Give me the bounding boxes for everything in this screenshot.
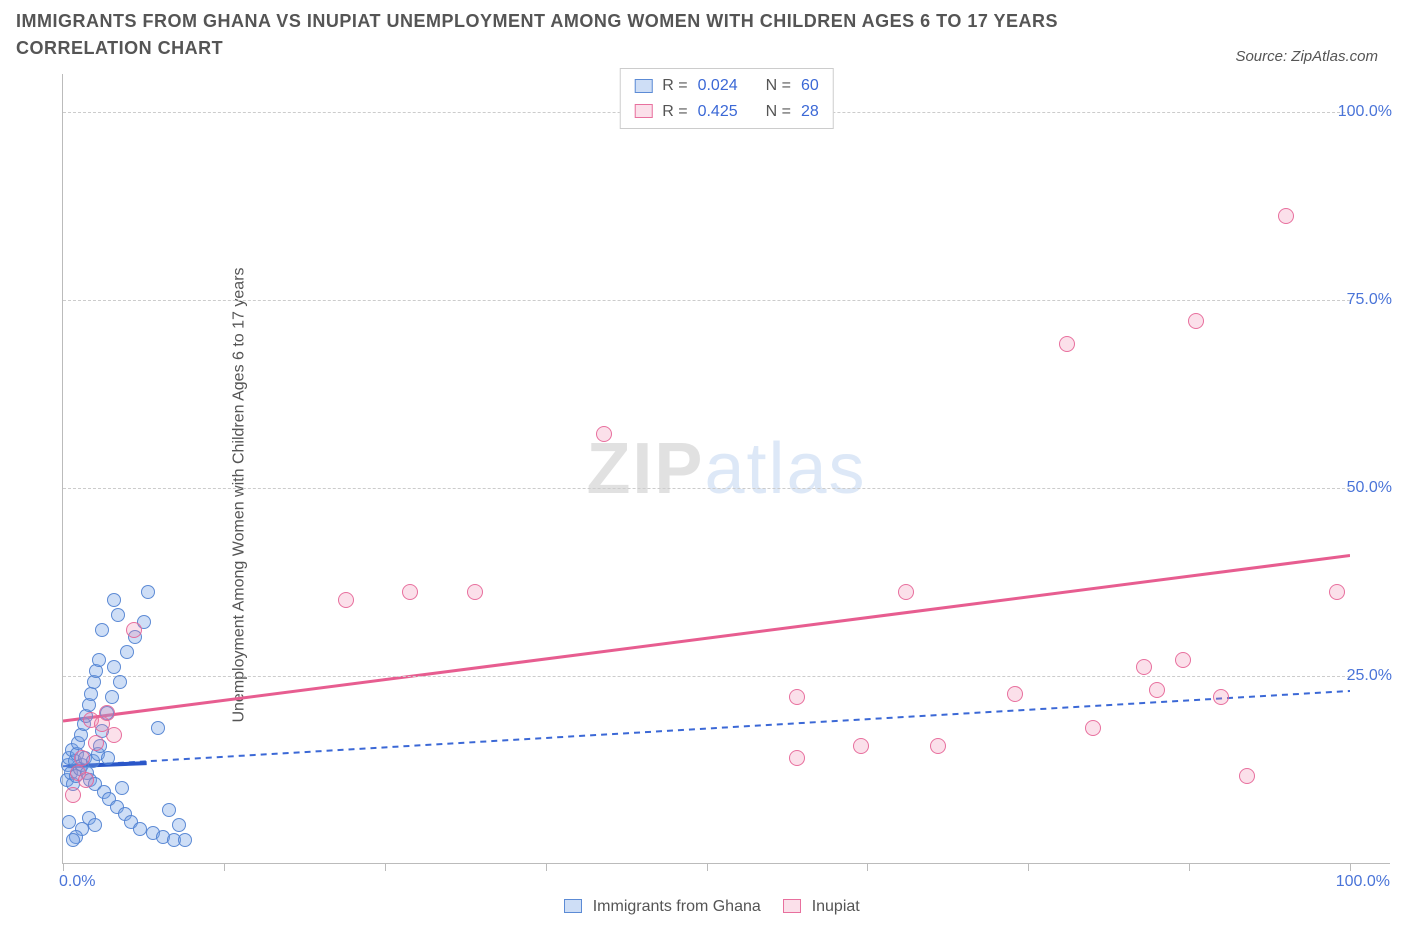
swatch-ghana-icon bbox=[634, 79, 652, 93]
data-point-inupiat bbox=[789, 750, 805, 766]
x-tick-mark bbox=[1350, 863, 1351, 871]
chart-area: Unemployment Among Women with Children A… bbox=[16, 74, 1390, 916]
data-point-ghana bbox=[115, 781, 129, 795]
series-legend: Immigrants from Ghana Inupiat bbox=[16, 898, 1390, 916]
data-point-inupiat bbox=[1278, 208, 1294, 224]
y-tick-label: 75.0% bbox=[1347, 291, 1392, 309]
x-tick-mark bbox=[1028, 863, 1029, 871]
data-point-inupiat bbox=[78, 772, 94, 788]
data-point-inupiat bbox=[106, 727, 122, 743]
x-tick-mark bbox=[385, 863, 386, 871]
gridline bbox=[63, 676, 1350, 677]
data-point-inupiat bbox=[1329, 584, 1345, 600]
data-point-ghana bbox=[120, 645, 134, 659]
data-point-inupiat bbox=[789, 689, 805, 705]
data-point-inupiat bbox=[1213, 689, 1229, 705]
source-credit: Source: ZipAtlas.com bbox=[1235, 48, 1378, 65]
data-point-inupiat bbox=[65, 787, 81, 803]
legend-row-ghana: R = 0.024 N = 60 bbox=[634, 73, 819, 99]
x-tick-mark bbox=[1189, 863, 1190, 871]
stats-legend: R = 0.024 N = 60 R = 0.425 N = 28 bbox=[619, 68, 834, 129]
x-tick-last: 100.0% bbox=[1336, 873, 1390, 891]
data-point-inupiat bbox=[402, 584, 418, 600]
data-point-ghana bbox=[111, 608, 125, 622]
legend-label-inupiat: Inupiat bbox=[812, 898, 860, 915]
r-value-ghana: 0.024 bbox=[698, 73, 738, 99]
x-tick-mark bbox=[546, 863, 547, 871]
data-point-inupiat bbox=[1239, 768, 1255, 784]
data-point-ghana bbox=[101, 751, 115, 765]
data-point-ghana bbox=[105, 690, 119, 704]
y-tick-label: 100.0% bbox=[1338, 103, 1392, 121]
chart-title: IMMIGRANTS FROM GHANA VS INUPIAT UNEMPLO… bbox=[16, 8, 1196, 62]
data-point-inupiat bbox=[1136, 659, 1152, 675]
data-point-ghana bbox=[66, 833, 80, 847]
data-point-inupiat bbox=[853, 738, 869, 754]
r-label: R = bbox=[662, 73, 687, 99]
swatch-inupiat-icon bbox=[634, 104, 652, 118]
data-point-ghana bbox=[151, 721, 165, 735]
data-point-ghana bbox=[178, 833, 192, 847]
n-value-ghana: 60 bbox=[801, 73, 819, 99]
data-point-inupiat bbox=[1085, 720, 1101, 736]
y-tick-label: 25.0% bbox=[1347, 667, 1392, 685]
data-point-ghana bbox=[133, 822, 147, 836]
gridline bbox=[63, 300, 1350, 301]
data-point-inupiat bbox=[1149, 682, 1165, 698]
r-label: R = bbox=[662, 99, 687, 125]
x-tick-mark bbox=[63, 863, 64, 871]
n-value-inupiat: 28 bbox=[801, 99, 819, 125]
n-label: N = bbox=[766, 99, 791, 125]
swatch-ghana-icon bbox=[564, 899, 582, 913]
data-point-ghana bbox=[95, 623, 109, 637]
data-point-inupiat bbox=[74, 750, 90, 766]
data-point-ghana bbox=[113, 675, 127, 689]
swatch-inupiat-icon bbox=[783, 899, 801, 913]
data-point-inupiat bbox=[596, 426, 612, 442]
trend-lines bbox=[63, 74, 1350, 864]
n-label: N = bbox=[766, 73, 791, 99]
data-point-ghana bbox=[92, 653, 106, 667]
data-point-inupiat bbox=[930, 738, 946, 754]
data-point-inupiat bbox=[467, 584, 483, 600]
data-point-inupiat bbox=[126, 622, 142, 638]
x-tick-first: 0.0% bbox=[59, 873, 95, 891]
data-point-inupiat bbox=[1175, 652, 1191, 668]
data-point-inupiat bbox=[338, 592, 354, 608]
data-point-ghana bbox=[107, 593, 121, 607]
x-tick-mark bbox=[707, 863, 708, 871]
legend-label-ghana: Immigrants from Ghana bbox=[593, 898, 761, 915]
gridline bbox=[63, 488, 1350, 489]
data-point-ghana bbox=[141, 585, 155, 599]
r-value-inupiat: 0.425 bbox=[698, 99, 738, 125]
data-point-ghana bbox=[172, 818, 186, 832]
trend-line-ghana bbox=[63, 691, 1350, 766]
data-point-inupiat bbox=[898, 584, 914, 600]
y-tick-label: 50.0% bbox=[1347, 479, 1392, 497]
data-point-inupiat bbox=[88, 735, 104, 751]
data-point-ghana bbox=[88, 818, 102, 832]
x-tick-mark bbox=[867, 863, 868, 871]
watermark: ZIPatlas bbox=[586, 428, 866, 510]
data-point-inupiat bbox=[99, 705, 115, 721]
scatter-plot: R = 0.024 N = 60 R = 0.425 N = 28 ZIPatl… bbox=[62, 74, 1390, 864]
data-point-inupiat bbox=[1188, 313, 1204, 329]
legend-row-inupiat: R = 0.425 N = 28 bbox=[634, 99, 819, 125]
x-tick-mark bbox=[224, 863, 225, 871]
data-point-inupiat bbox=[1007, 686, 1023, 702]
data-point-ghana bbox=[162, 803, 176, 817]
data-point-ghana bbox=[62, 815, 76, 829]
data-point-inupiat bbox=[1059, 336, 1075, 352]
data-point-ghana bbox=[107, 660, 121, 674]
